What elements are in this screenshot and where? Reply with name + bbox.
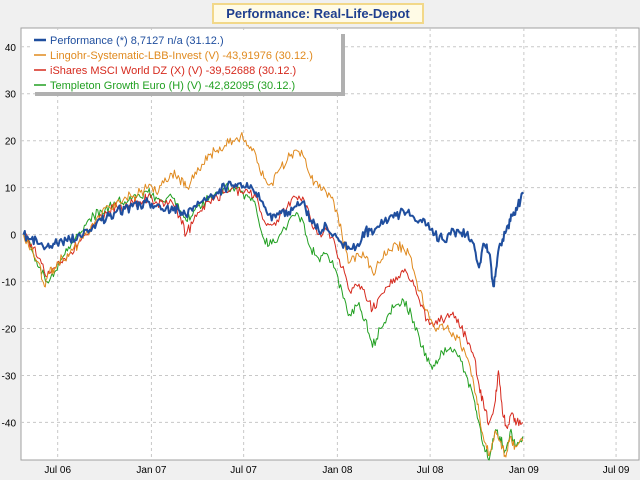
y-tick-label: -20 xyxy=(2,325,17,336)
legend: Performance (*) 8,7127 n/a (31.12.) Lingo… xyxy=(31,30,345,96)
x-tick-label: Jul 07 xyxy=(230,465,257,476)
legend-entry: Performance (*) 8,7127 n/a (31.12.) xyxy=(50,35,224,47)
series-line-0 xyxy=(22,180,525,288)
series-line-2 xyxy=(23,184,524,429)
y-tick-label: -30 xyxy=(2,371,17,382)
y-tick-label: 30 xyxy=(5,90,17,101)
series-line-3 xyxy=(23,182,524,461)
legend-entry: Lingohr-Systematic-LBB-Invest (V) -43,91… xyxy=(50,50,313,62)
x-tick-label: Jul 09 xyxy=(603,465,630,476)
legend-entry: iShares MSCI World DZ (X) (V) -39,52688 … xyxy=(50,65,296,77)
series-lines xyxy=(22,132,525,461)
x-tick-label: Jul 06 xyxy=(44,465,71,476)
y-tick-label: 20 xyxy=(5,137,17,148)
x-tick-label: Jul 08 xyxy=(417,465,444,476)
y-tick-label: -40 xyxy=(2,418,17,429)
x-tick-label: Jan 07 xyxy=(136,465,166,476)
x-tick-label: Jan 08 xyxy=(322,465,352,476)
y-tick-label: 0 xyxy=(10,231,16,242)
y-tick-label: -10 xyxy=(2,278,17,289)
plot-area xyxy=(20,27,640,461)
x-axis: Jul 06 Jan 07 Jul 07 Jan 08 Jul 08 Jan 09 Jul … xyxy=(44,465,630,476)
x-tick-label: Jan 09 xyxy=(509,465,539,476)
legend-box xyxy=(31,30,341,92)
series-line-1 xyxy=(23,132,524,458)
legend-entry: Templeton Growth Euro (H) (V) -42,82095 … xyxy=(50,80,295,92)
y-tick-label: 40 xyxy=(5,43,17,54)
y-tick-label: 10 xyxy=(5,184,17,195)
y-axis: 40 30 20 10 0 -10 -20 -30 -40 xyxy=(2,43,17,430)
chart-title: Performance: Real-Life-Depot xyxy=(212,3,424,24)
